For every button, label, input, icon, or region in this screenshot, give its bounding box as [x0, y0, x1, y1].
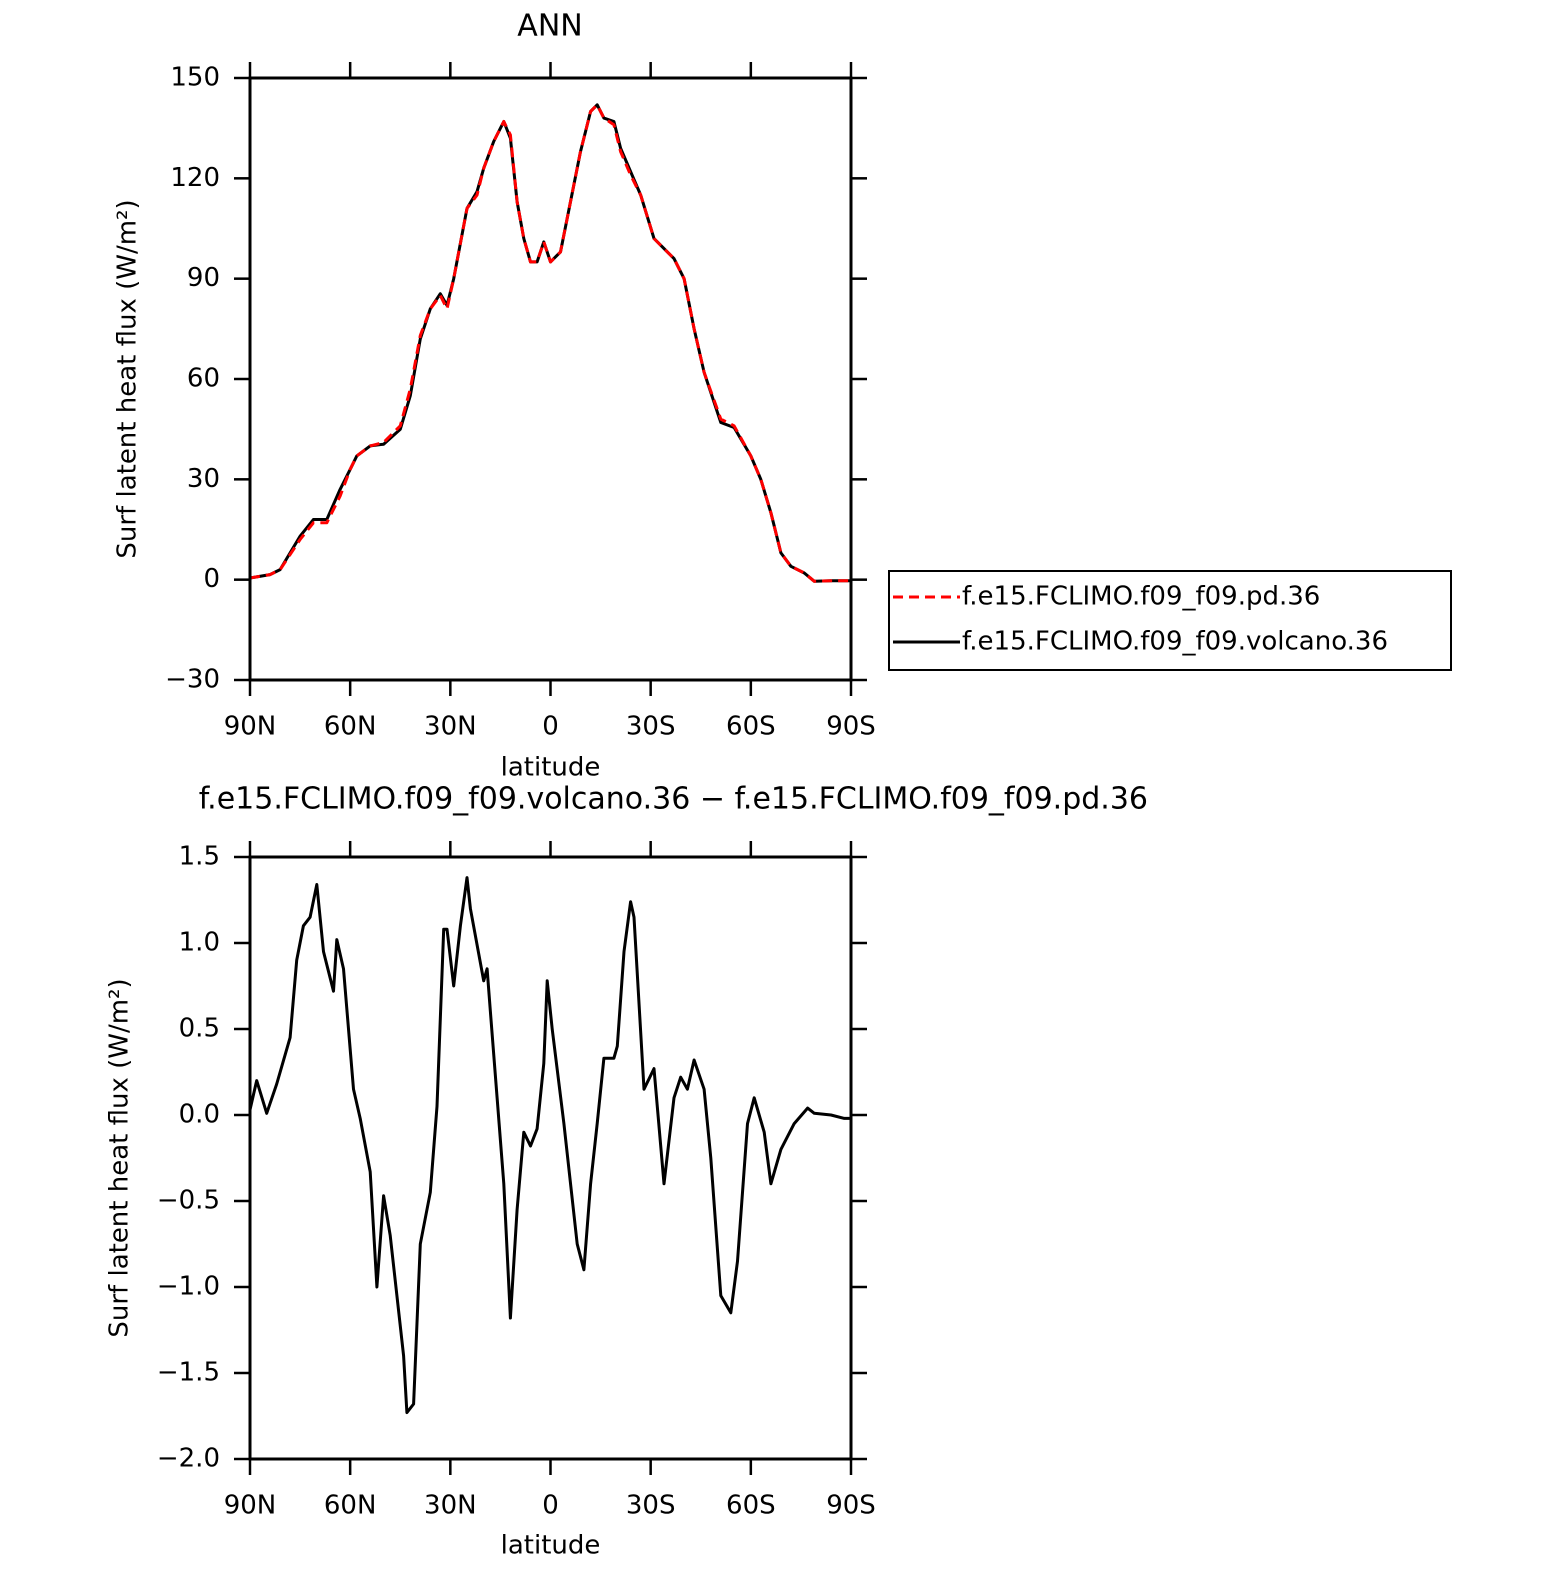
legend: f.e15.FCLIMO.f09_f09.pd.36 f.e15.FCLIMO.f…: [888, 570, 1452, 671]
x-axis-label: latitude: [501, 753, 601, 783]
x-tick-label: 90N: [224, 1491, 277, 1521]
y-tick-label: 1.0: [179, 928, 220, 958]
y-axis-label: Surf latent heat flux (W/m²): [113, 199, 143, 558]
x-tick-label: 60S: [726, 1491, 776, 1521]
y-tick-label: 0: [203, 564, 220, 594]
data-line: [248, 876, 851, 1415]
x-tick-label: 90N: [224, 712, 277, 742]
y-tick-label: 90: [187, 263, 220, 293]
legend-label: f.e15.FCLIMO.f09_f09.volcano.36: [962, 627, 1388, 657]
data-line: [249, 103, 851, 583]
y-tick-label: −2.0: [157, 1444, 220, 1474]
x-tick-label: 30N: [424, 1491, 477, 1521]
x-tick-label: 0: [542, 712, 559, 742]
y-tick-label: −1.5: [157, 1358, 220, 1388]
x-tick-label: 90S: [826, 712, 876, 742]
plot-frame: [248, 76, 853, 682]
y-tick-label: −30: [165, 665, 220, 695]
y-tick-label: 1.5: [179, 842, 220, 872]
x-tick-label: 30S: [626, 712, 676, 742]
plot-frame: [248, 855, 853, 1461]
x-tick-label: 60N: [324, 712, 377, 742]
x-tick-label: 0: [542, 1491, 559, 1521]
y-tick-label: 0.5: [179, 1014, 220, 1044]
legend-label: f.e15.FCLIMO.f09_f09.pd.36: [962, 582, 1320, 612]
x-tick-label: 90S: [826, 1491, 876, 1521]
chart-title: f.e15.FCLIMO.f09_f09.volcano.36 − f.e15.…: [199, 782, 1148, 817]
x-tick-label: 30N: [424, 712, 477, 742]
x-axis-label: latitude: [501, 1531, 601, 1561]
y-tick-label: 60: [187, 364, 220, 394]
data-line: [249, 103, 851, 583]
x-tick-label: 60S: [726, 712, 776, 742]
x-tick-label: 30S: [626, 1491, 676, 1521]
legend-box: [888, 570, 1452, 671]
y-tick-label: −1.0: [157, 1272, 220, 1302]
y-tick-label: −0.5: [157, 1186, 220, 1216]
y-tick-label: 0.0: [179, 1100, 220, 1130]
y-tick-label: 30: [187, 464, 220, 494]
y-tick-label: 120: [170, 163, 220, 193]
chart-title: ANN: [517, 9, 582, 44]
y-axis-label: Surf latent heat flux (W/m²): [105, 978, 135, 1337]
x-tick-label: 60N: [324, 1491, 377, 1521]
y-tick-label: 150: [170, 63, 220, 93]
